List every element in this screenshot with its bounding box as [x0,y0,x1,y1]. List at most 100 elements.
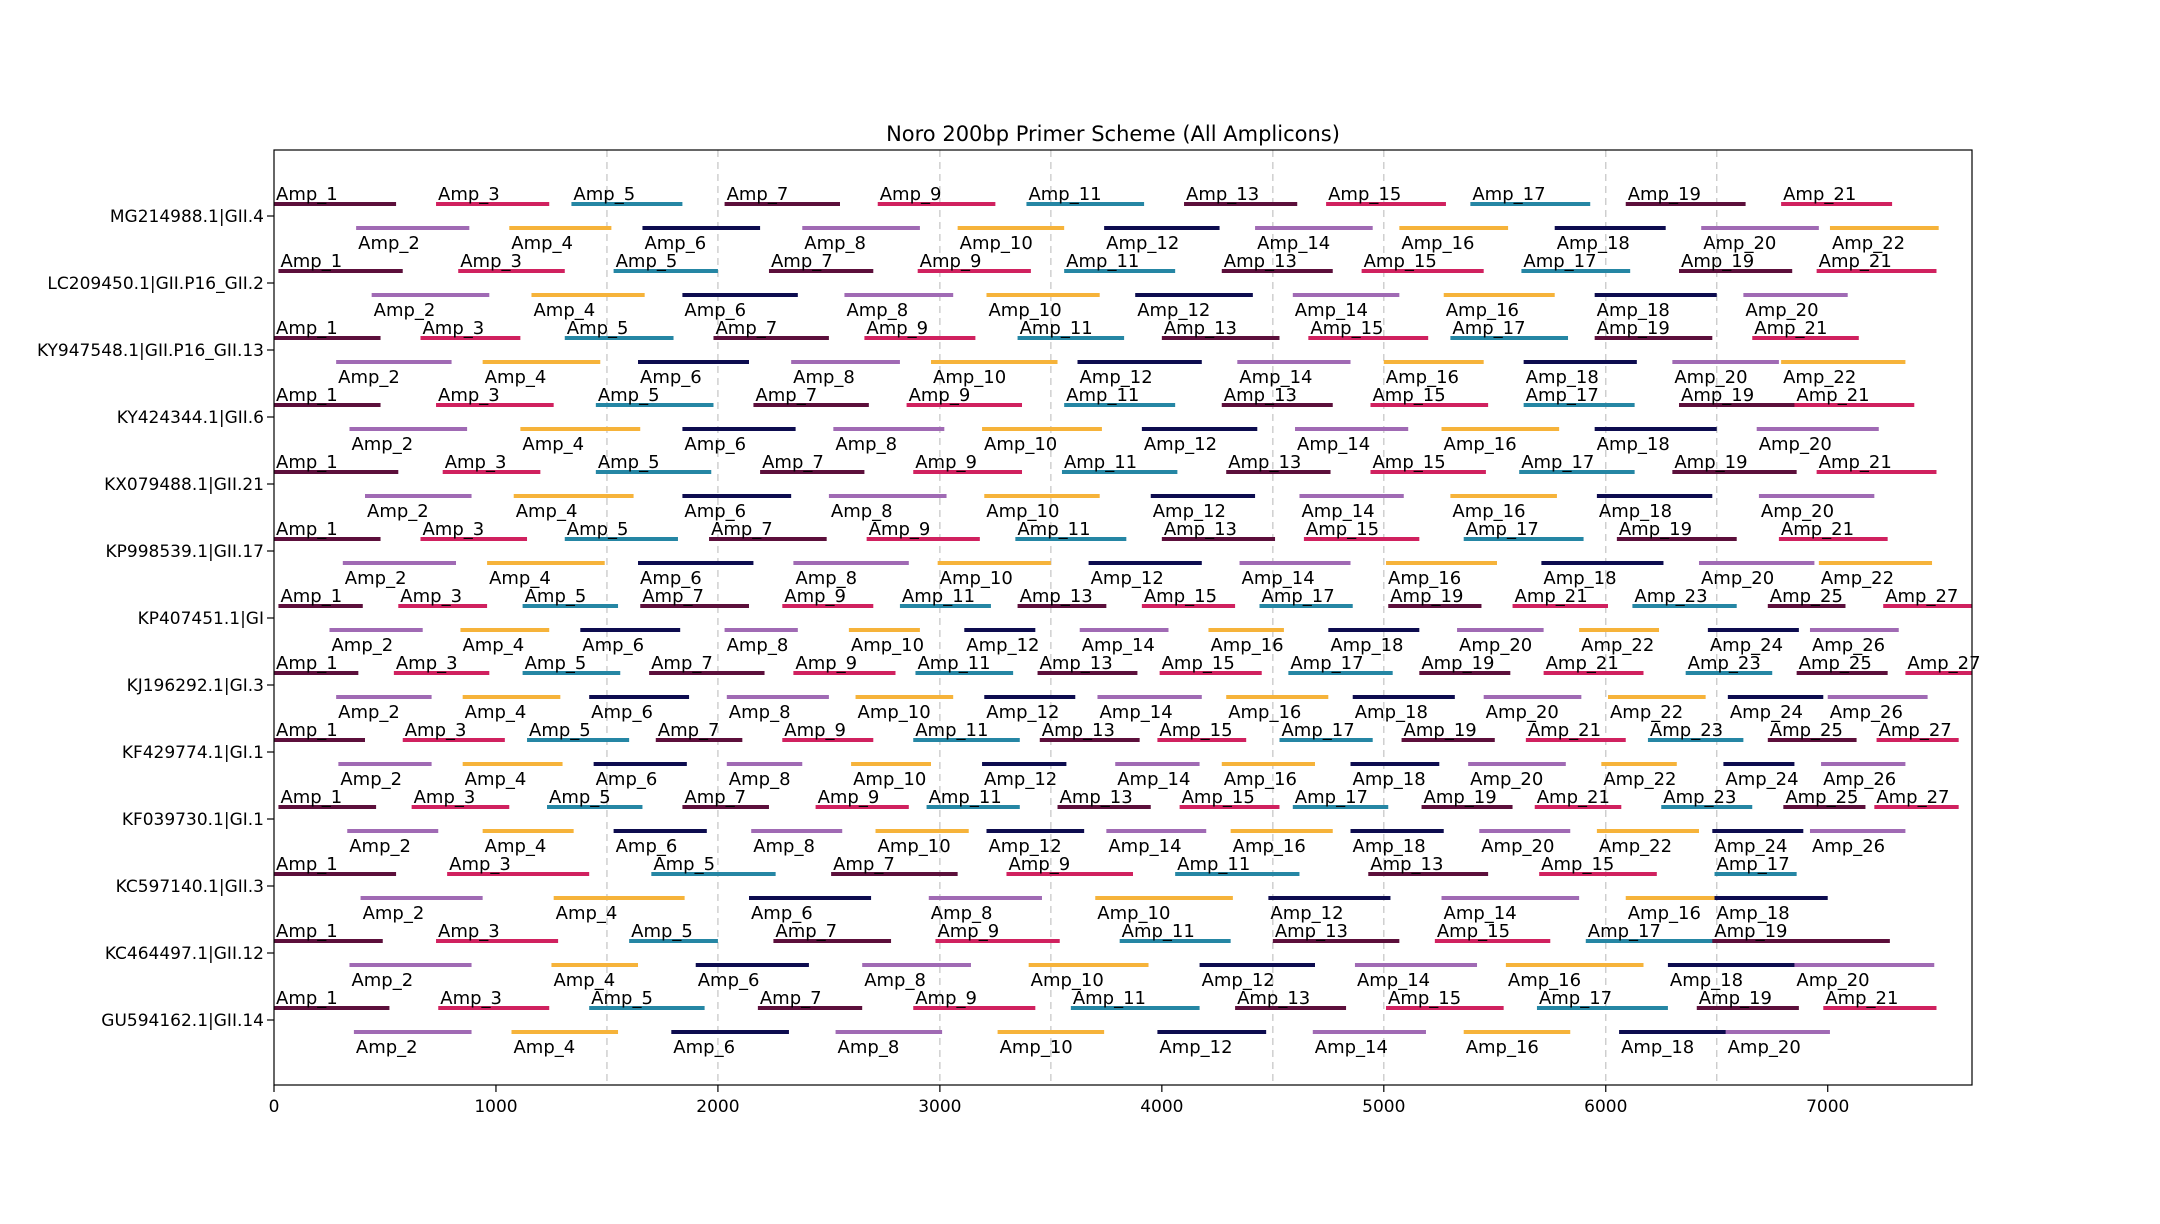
amplicon-label: Amp_17 [1290,653,1363,674]
amplicon-label: Amp_19 [1628,184,1701,205]
amplicon-label: Amp_18 [1599,501,1672,522]
amplicon-label: Amp_15 [1372,452,1445,473]
amplicon-label: Amp_16 [1228,702,1301,723]
amplicon-label: Amp_1 [276,653,338,674]
amplicon-label: Amp_13 [1040,653,1113,674]
amplicon-label: Amp_18 [1330,635,1403,656]
amplicon-label: Amp_7 [711,519,773,540]
y-tick-label: KX079488.1|GII.21 [104,475,264,495]
amplicon-label: Amp_18 [1717,903,1790,924]
amplicon-label: Amp_8 [793,367,855,388]
amplicon-label: Amp_20 [1728,1037,1801,1058]
amplicon-label: Amp_1 [276,385,338,406]
amplicon-label: Amp_9 [869,519,931,540]
y-tick-label: MG214988.1|GII.4 [110,207,264,227]
amplicon-label: Amp_10 [1031,970,1104,991]
amplicon-label: Amp_22 [1603,769,1676,790]
amplicon-label: Amp_10 [933,367,1006,388]
amplicon-label: Amp_20 [1745,300,1818,321]
amplicon-label: Amp_5 [567,318,629,339]
amplicon-label: Amp_21 [1537,787,1610,808]
amplicon-label: Amp_2 [351,434,413,455]
amplicon-label: Amp_10 [853,769,926,790]
amplicon-label: Amp_24 [1710,635,1783,656]
amplicon-label: Amp_5 [598,385,660,406]
amplicon-label: Amp_7 [771,251,833,272]
amplicon-label: Amp_11 [929,787,1002,808]
amplicon-label: Amp_3 [445,452,507,473]
amplicon-label: Amp_8 [729,702,791,723]
amplicon-label: Amp_25 [1799,653,1872,674]
amplicon-label: Amp_1 [280,586,342,607]
amplicon-label: Amp_21 [1783,184,1856,205]
amplicon-label: Amp_18 [1355,702,1428,723]
amplicon-label: Amp_6 [684,300,746,321]
amplicon-label: Amp_21 [1819,251,1892,272]
amplicon-label: Amp_17 [1262,586,1335,607]
amplicon-label: Amp_8 [804,233,866,254]
amplicon-label: Amp_3 [438,921,500,942]
amplicon-label: Amp_7 [755,385,817,406]
amplicon-label: Amp_6 [616,836,678,857]
amplicon-label: Amp_6 [698,970,760,991]
amplicon-label: Amp_14 [1297,434,1370,455]
amplicon-label: Amp_12 [986,702,1059,723]
x-tick-label: 0 [269,1097,280,1117]
amplicon-label: Amp_1 [276,519,338,540]
amplicon-label: Amp_9 [915,452,977,473]
amplicon-label: Amp_17 [1452,318,1525,339]
x-tick-label: 3000 [918,1097,961,1117]
amplicon-label: Amp_5 [616,251,678,272]
x-tick-label: 1000 [474,1097,517,1117]
amplicon-label: Amp_14 [1444,903,1517,924]
amplicon-label: Amp_7 [833,854,895,875]
amplicon-label: Amp_19 [1390,586,1463,607]
amplicon-label: Amp_2 [358,233,420,254]
amplicon-label: Amp_19 [1681,251,1754,272]
amplicon-label: Amp_26 [1823,769,1896,790]
amplicon-label: Amp_1 [276,452,338,473]
amplicon-label: Amp_3 [396,653,458,674]
amplicon-label: Amp_2 [338,367,400,388]
amplicon-label: Amp_21 [1825,988,1898,1009]
amplicon-label: Amp_8 [846,300,908,321]
amplicon-label: Amp_26 [1812,635,1885,656]
amplicon-label: Amp_16 [1386,367,1459,388]
amplicon-label: Amp_4 [513,1037,575,1058]
amplicon-label: Amp_26 [1812,836,1885,857]
amplicon-label: Amp_16 [1224,769,1297,790]
amplicon-label: Amp_21 [1819,452,1892,473]
amplicon-label: Amp_15 [1372,385,1445,406]
amplicon-label: Amp_18 [1670,970,1743,991]
amplicon-label: Amp_14 [1242,568,1315,589]
amplicon-label: Amp_11 [1066,251,1139,272]
amplicon-label: Amp_12 [1159,1037,1232,1058]
amplicon-label: Amp_5 [598,452,660,473]
amplicon-label: Amp_10 [858,702,931,723]
amplicon-label: Amp_15 [1159,720,1232,741]
amplicon-label: Amp_8 [864,970,926,991]
amplicon-label: Amp_20 [1796,970,1869,991]
amplicon-label: Amp_15 [1541,854,1614,875]
amplicon-label: Amp_20 [1470,769,1543,790]
amplicon-label: Amp_22 [1599,836,1672,857]
amplicon-label: Amp_2 [331,635,393,656]
amplicon-label: Amp_16 [1466,1037,1539,1058]
amplicon-label: Amp_25 [1770,720,1843,741]
amplicon-label: Amp_7 [658,720,720,741]
x-tick-label: 7000 [1806,1097,1849,1117]
amplicon-label: Amp_24 [1730,702,1803,723]
amplicon-label: Amp_12 [1270,903,1343,924]
amplicon-label: Amp_17 [1523,251,1596,272]
amplicon-label: Amp_11 [1073,988,1146,1009]
amplicon-label: Amp_13 [1164,519,1237,540]
amplicon-label: Amp_6 [582,635,644,656]
amplicon-label: Amp_18 [1557,233,1630,254]
amplicon-label: Amp_14 [1108,836,1181,857]
amplicon-label: Amp_6 [596,769,658,790]
amplicon-label: Amp_25 [1770,586,1843,607]
amplicon-label: Amp_1 [276,720,338,741]
y-tick-label: KC597140.1|GII.3 [116,877,264,897]
amplicon-label: Amp_13 [1237,988,1310,1009]
